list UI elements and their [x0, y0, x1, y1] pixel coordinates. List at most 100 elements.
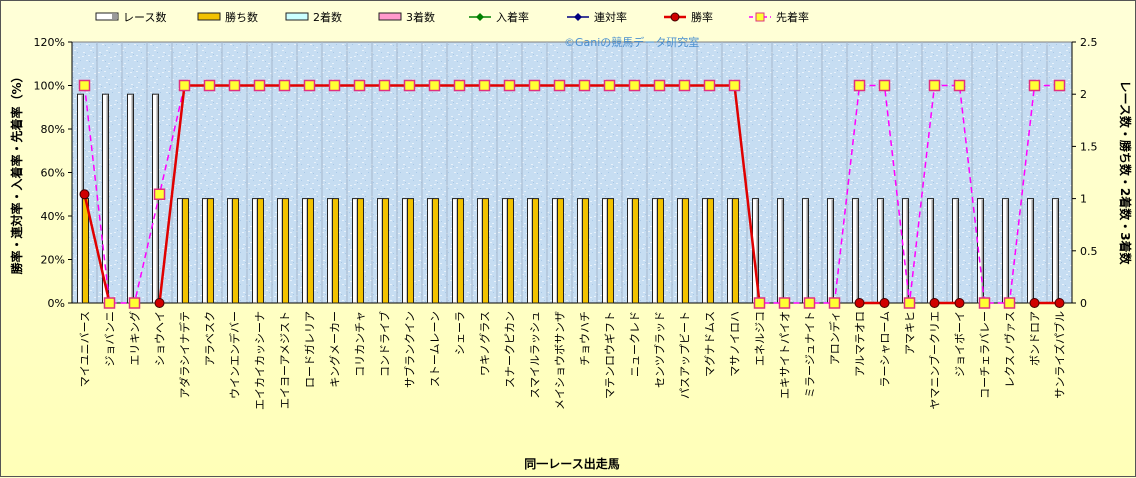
category-label: ボンドロア	[1029, 311, 1042, 366]
bar-wins	[82, 198, 89, 304]
category-label: エキサイトパイオ	[779, 311, 792, 399]
right-tick-label: 1.5	[1080, 140, 1098, 153]
legend-label: 勝率	[691, 10, 713, 24]
bar-races-shade	[981, 199, 983, 303]
category-label: アラベスク	[204, 311, 217, 366]
bar-wins	[707, 198, 714, 304]
legend-label: 3着数	[406, 10, 435, 24]
category-label: コーチェラバレー	[979, 311, 992, 399]
marker-sencyaku	[153, 188, 166, 200]
bar-races-shade	[881, 199, 883, 303]
marker-sencyaku	[253, 79, 266, 92]
bar-wins	[732, 198, 739, 304]
marker-sencyaku	[1003, 297, 1016, 309]
category-label: ラーシャローム	[879, 311, 892, 387]
marker-sencyaku	[953, 79, 966, 92]
line-win-rate	[83, 193, 111, 304]
category-label: パスアップビート	[679, 311, 692, 399]
right-tick-label: 1	[1080, 193, 1087, 206]
marker-sencyaku	[753, 297, 766, 309]
bar-races-shade	[756, 199, 758, 303]
right-tick-label: 2	[1080, 88, 1087, 101]
category-label: マテンロウギフト	[604, 311, 617, 399]
bar-wins	[482, 198, 489, 304]
category-label: スマイルラッシュ	[529, 311, 542, 399]
left-tick-label: 0%	[48, 297, 65, 310]
marker-win-rate	[1054, 298, 1065, 308]
marker-sencyaku	[128, 297, 141, 309]
category-label: アルマテオロ	[854, 311, 867, 377]
bar-wins	[407, 198, 414, 304]
bar-races-shade	[106, 95, 108, 303]
bar-wins	[182, 198, 189, 304]
marker-win-rate	[154, 298, 165, 308]
y-axis-right-title: レース数・勝ち数・2着数・3着数	[1118, 80, 1133, 265]
bar-races-shade	[131, 95, 133, 303]
legend-label: 入着率	[496, 10, 529, 24]
category-label: ストームレーン	[429, 311, 442, 387]
legend-swatch-bar	[378, 12, 402, 21]
bar-wins	[532, 198, 539, 304]
marker-sencyaku	[728, 79, 741, 92]
marker-sencyaku	[303, 79, 316, 92]
category-label: ウインエンデバー	[228, 311, 242, 399]
x-axis-title: 同一レース出走馬	[524, 456, 619, 471]
bar-races-shade	[1006, 199, 1008, 303]
marker-sencyaku	[478, 79, 491, 92]
category-label: コンドライブ	[378, 311, 392, 377]
marker-sencyaku	[978, 297, 991, 309]
legend-label: 先着率	[776, 10, 809, 24]
marker-sencyaku	[778, 297, 791, 309]
bar-wins	[632, 198, 639, 304]
marker-sencyaku	[328, 79, 341, 92]
left-tick-label: 120%	[34, 36, 65, 49]
bar-wins	[257, 198, 264, 304]
marker-win-rate	[1029, 298, 1040, 308]
marker-sencyaku	[603, 79, 616, 92]
bar-wins	[232, 198, 239, 304]
legend-marker-diamond	[574, 13, 582, 21]
marker-sencyaku	[1053, 79, 1066, 92]
marker-sencyaku	[653, 79, 666, 92]
marker-win-rate	[79, 189, 90, 200]
marker-sencyaku	[353, 79, 366, 92]
legend-swatch-shade	[112, 14, 117, 19]
category-label: エイヨーアメジスト	[279, 311, 292, 409]
bar-races-shade	[906, 199, 908, 303]
bar-wins	[582, 198, 589, 304]
legend-label: レース数	[123, 11, 166, 24]
legend-swatch-bar	[95, 12, 119, 21]
marker-sencyaku	[903, 297, 916, 309]
category-label: ニュークレド	[629, 311, 642, 377]
marker-sencyaku	[378, 79, 391, 92]
category-label: ジョイボーイ	[954, 311, 967, 377]
marker-win-rate	[854, 298, 865, 308]
category-label: ジョバンニ	[104, 311, 117, 367]
bar-wins	[432, 198, 439, 304]
bar-wins	[557, 198, 564, 304]
legend-label: 勝ち数	[225, 10, 258, 24]
bar-wins	[507, 198, 514, 304]
marker-sencyaku	[403, 79, 416, 92]
category-label: コリカンチャ	[354, 311, 367, 377]
category-label: ヤマニンブークリエ	[928, 311, 942, 410]
legend-marker-diamond	[476, 13, 484, 21]
category-label: エイカイカッシーナ	[254, 311, 267, 410]
marker-sencyaku	[453, 79, 466, 92]
bar-races-shade	[781, 199, 783, 303]
marker-sencyaku	[853, 79, 866, 92]
marker-sencyaku	[628, 79, 641, 92]
bar-wins	[282, 198, 289, 304]
category-label: センツブラッド	[653, 311, 667, 388]
category-label: アマキヒ	[904, 311, 917, 355]
category-label: ロードガレリア	[304, 311, 317, 388]
marker-win-rate	[954, 298, 965, 308]
category-label: シェーラ	[454, 311, 467, 355]
right-tick-label: 0	[1080, 297, 1087, 310]
marker-sencyaku	[678, 79, 691, 92]
legend-marker-circle	[670, 12, 680, 22]
bar-races-shade	[856, 199, 858, 303]
marker-sencyaku	[528, 79, 541, 92]
bar-races-shade	[1031, 199, 1033, 303]
